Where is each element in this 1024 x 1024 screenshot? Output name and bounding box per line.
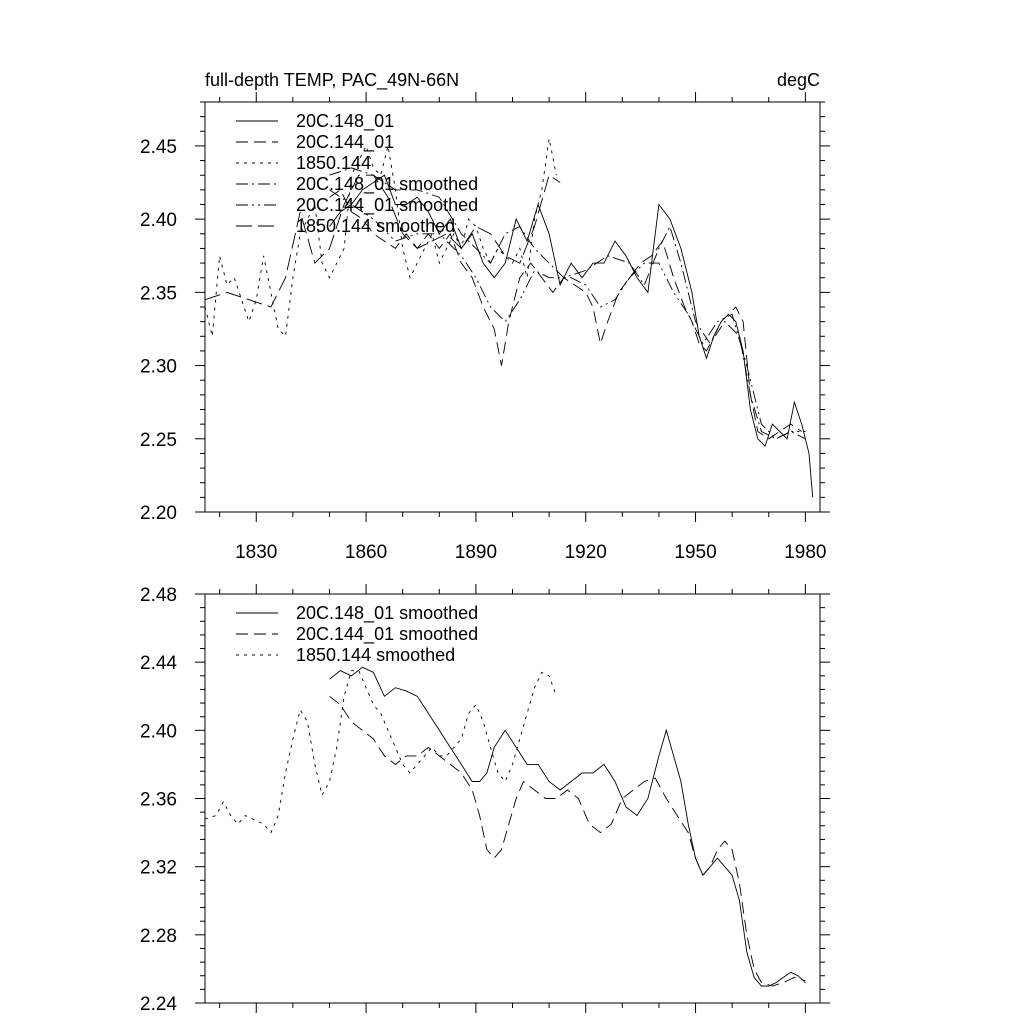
series-line-5 [205,174,561,308]
y-tick-label: 2.45 [140,137,177,158]
series-line-0 [329,666,806,987]
chart-title: full-depth TEMP, PAC_49N-66N [205,70,459,91]
y-tick-label: 2.30 [140,357,177,378]
bottom-panel: 2.24 2.28 2.32 2.36 2.40 2.44 2.48 20C.148_01 s… [140,584,830,1015]
x-tick-label: 1860 [345,542,387,563]
y-tick-label: 2.28 [140,926,177,947]
legend-label-2: 1850.144 smoothed [296,645,455,665]
legend-label-0: 20C.148_01 smoothed [296,603,478,624]
series-line-4 [329,189,806,440]
series-line-2 [205,670,557,834]
top-panel: full-depth TEMP, PAC_49N-66N degC 1830 1860… [140,70,830,563]
series-line-1 [329,695,806,987]
y-tick-label: 2.35 [140,283,177,304]
series-line-0 [329,174,814,498]
x-tick-label: 1950 [674,542,716,563]
x-tick-label: 1980 [784,542,826,563]
x-tick-label: 1830 [235,542,277,563]
units-label: degC [777,70,820,90]
y-tick-label: 2.24 [140,994,177,1015]
legend-label-0: 20C.148_01 [296,111,394,132]
y-tick-label: 2.20 [140,503,177,524]
x-tick-label: 1890 [455,542,497,563]
series-line-2 [205,138,557,338]
x-tick-label: 1920 [565,542,607,563]
y-tick-label: 2.25 [140,430,177,451]
legend-label-2: 1850.144 [296,153,371,173]
y-tick-label: 2.32 [140,858,177,879]
legend-label-1: 20C.144_01 smoothed [296,624,478,645]
legend-label-5: 1850.144 smoothed [296,216,455,236]
legend-label-4: 20C.144_01 smoothed [296,195,478,216]
y-tick-label: 2.44 [140,653,177,674]
legend-label-1: 20C.144_01 [296,132,394,153]
y-tick-label: 2.40 [140,210,177,231]
y-tick-label: 2.48 [140,585,177,606]
y-tick-label: 2.40 [140,721,177,742]
y-tick-label: 2.36 [140,790,177,811]
legend-label-3: 20C.148_01 smoothed [296,174,478,195]
